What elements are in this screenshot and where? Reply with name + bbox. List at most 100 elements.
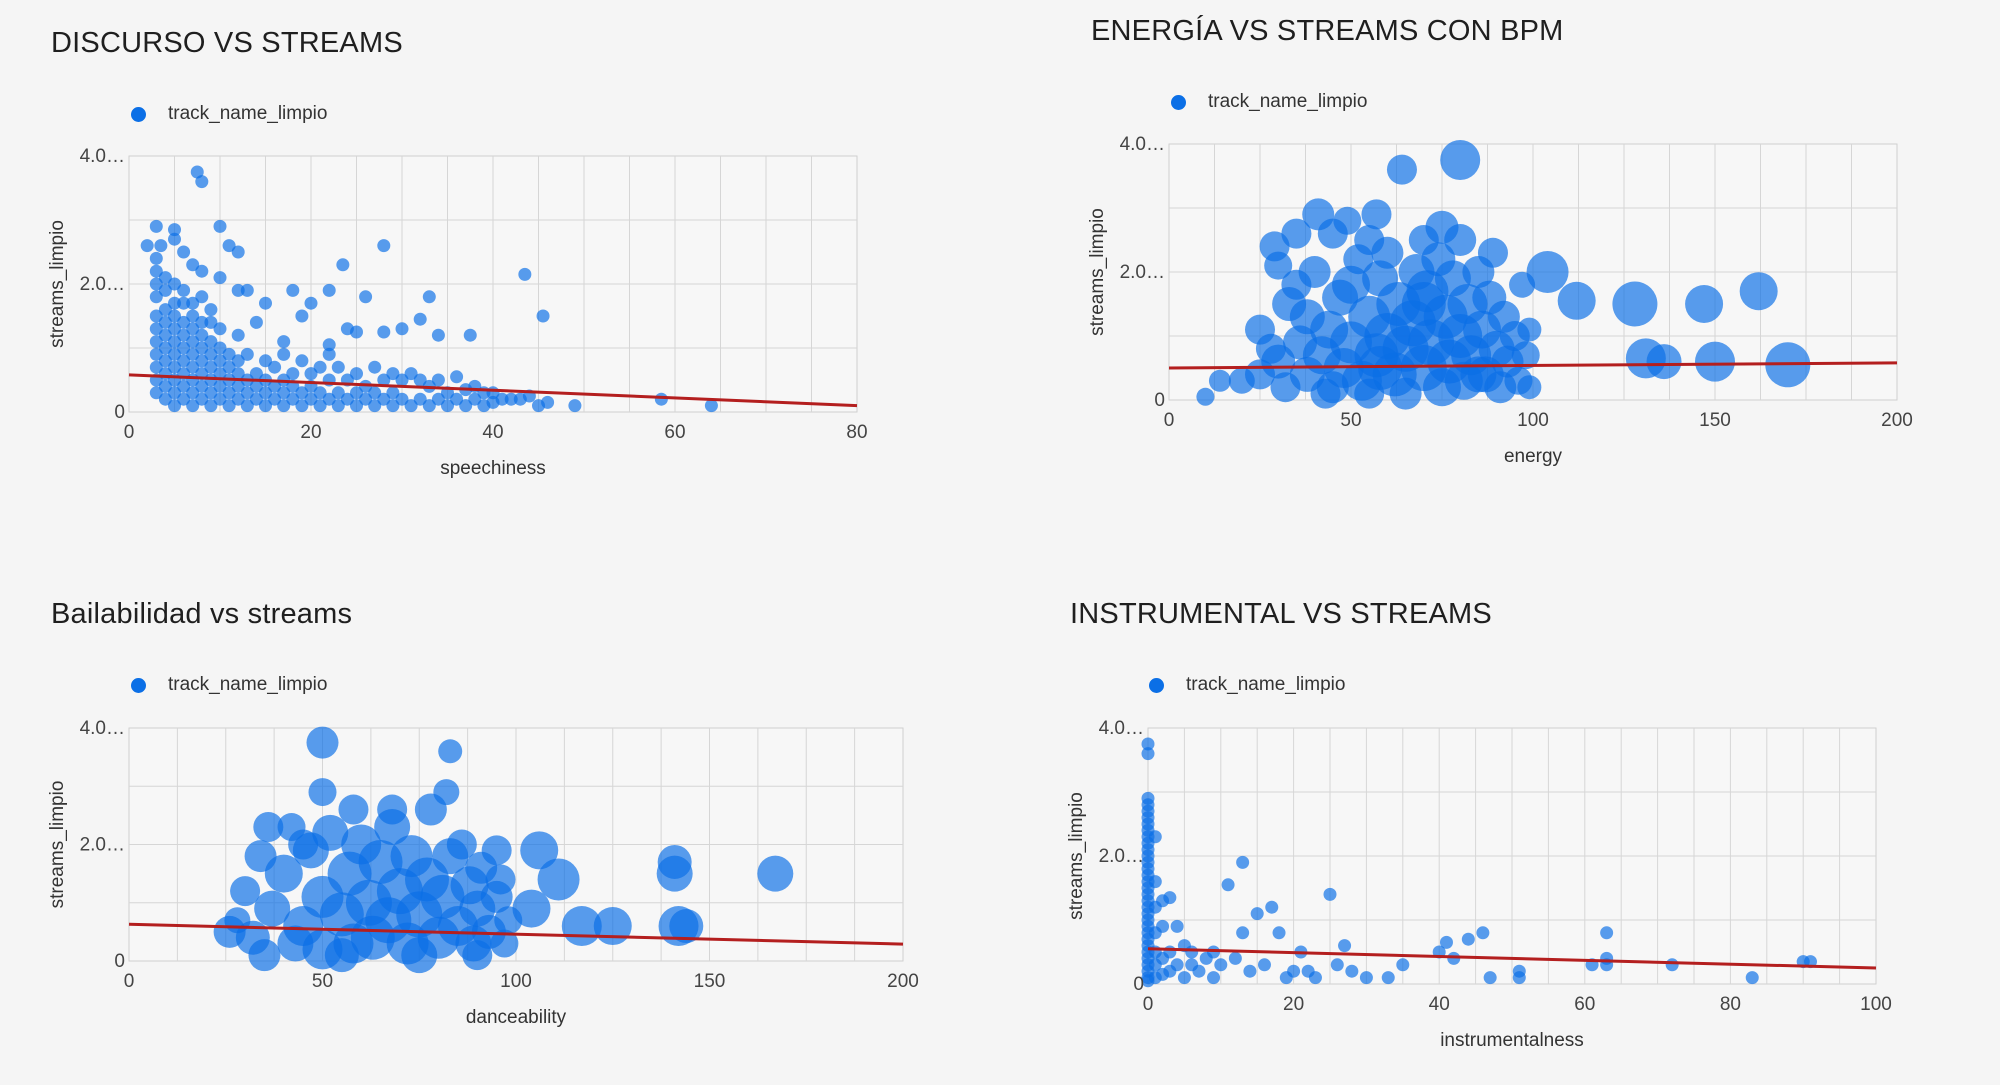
data-point[interactable] [518, 267, 532, 281]
data-point[interactable] [158, 379, 172, 393]
data-point[interactable] [177, 283, 191, 297]
data-point[interactable] [168, 386, 181, 400]
data-point[interactable] [249, 392, 263, 406]
data-point[interactable] [168, 277, 181, 291]
data-point[interactable] [149, 277, 163, 291]
data-point[interactable] [277, 347, 291, 361]
data-point[interactable] [485, 864, 516, 895]
data-point[interactable] [1509, 271, 1536, 298]
data-point[interactable] [1612, 281, 1658, 327]
data-point[interactable] [195, 175, 209, 189]
data-point[interactable] [149, 322, 163, 336]
data-point[interactable] [1483, 971, 1497, 985]
data-point[interactable] [324, 938, 359, 973]
data-point[interactable] [195, 290, 209, 304]
data-point[interactable] [186, 399, 200, 413]
data-point[interactable] [177, 315, 191, 329]
data-point[interactable] [304, 367, 318, 381]
data-point[interactable] [158, 303, 172, 317]
data-point[interactable] [231, 283, 245, 297]
data-point[interactable] [359, 392, 373, 406]
data-point[interactable] [1447, 951, 1461, 965]
data-point[interactable] [158, 328, 172, 342]
data-point[interactable] [1359, 971, 1373, 985]
data-point[interactable] [1345, 964, 1359, 978]
data-point[interactable] [231, 367, 245, 381]
data-point[interactable] [395, 322, 409, 336]
data-point[interactable] [350, 367, 363, 381]
data-point[interactable] [1236, 926, 1250, 940]
data-point[interactable] [295, 309, 309, 323]
data-point[interactable] [140, 239, 154, 253]
data-point[interactable] [431, 392, 445, 406]
data-point[interactable] [1192, 964, 1206, 978]
data-point[interactable] [414, 793, 447, 826]
data-point[interactable] [1185, 945, 1199, 959]
data-point[interactable] [450, 370, 464, 384]
data-point[interactable] [1170, 919, 1184, 933]
data-point[interactable] [195, 379, 209, 393]
data-point[interactable] [248, 939, 281, 972]
data-point[interactable] [377, 239, 391, 253]
data-point[interactable] [186, 309, 200, 323]
data-point[interactable] [259, 386, 272, 400]
data-point[interactable] [340, 392, 354, 406]
data-point[interactable] [231, 379, 245, 393]
data-point[interactable] [149, 360, 163, 374]
data-point[interactable] [158, 354, 172, 368]
data-point[interactable] [1517, 375, 1542, 400]
data-point[interactable] [149, 386, 163, 400]
data-point[interactable] [231, 354, 245, 368]
data-point[interactable] [213, 322, 227, 336]
data-point[interactable] [1214, 958, 1228, 972]
data-point[interactable] [213, 271, 227, 285]
data-point[interactable] [306, 726, 339, 759]
data-point[interactable] [1148, 875, 1162, 889]
legend[interactable]: track_name_limpio [131, 103, 327, 125]
data-point[interactable] [149, 347, 163, 361]
data-point[interactable] [295, 386, 309, 400]
data-point[interactable] [704, 399, 718, 413]
data-point[interactable] [459, 399, 473, 413]
data-point[interactable] [177, 379, 191, 393]
data-point[interactable] [441, 399, 454, 413]
data-point[interactable] [322, 283, 336, 297]
legend[interactable]: track_name_limpio [131, 674, 327, 696]
data-point[interactable] [322, 347, 336, 361]
data-point[interactable] [1317, 218, 1348, 249]
data-point[interactable] [295, 399, 309, 413]
data-point[interactable] [312, 814, 349, 851]
data-point[interactable] [1511, 341, 1540, 370]
data-point[interactable] [149, 264, 163, 278]
data-point[interactable] [1177, 971, 1191, 985]
data-point[interactable] [1257, 958, 1271, 972]
data-point[interactable] [422, 290, 436, 304]
data-point[interactable] [1685, 285, 1724, 323]
legend[interactable]: track_name_limpio [1171, 91, 1367, 113]
scatter-plot-speechiness[interactable]: 0 20 40 60 80 0 2.0… 4.0… speechiness streams_lim… [0, 0, 1000, 540]
data-point[interactable] [1745, 971, 1759, 985]
data-point[interactable] [377, 373, 391, 387]
data-point[interactable] [1512, 971, 1526, 985]
data-point[interactable] [374, 809, 411, 846]
data-point[interactable] [186, 258, 200, 272]
scatter-plot-danceability[interactable]: 0 50 100 150 20002.0…4.0…danceabilitystreams… [0, 0, 1000, 1085]
data-point[interactable] [338, 794, 369, 825]
data-point[interactable] [520, 831, 559, 870]
data-point[interactable] [1259, 231, 1290, 262]
data-point[interactable] [177, 392, 191, 406]
data-point[interactable] [1196, 387, 1215, 406]
data-point[interactable] [313, 386, 327, 400]
data-point[interactable] [462, 940, 493, 971]
data-point[interactable] [249, 315, 263, 329]
data-point[interactable] [536, 309, 550, 323]
data-point[interactable] [204, 335, 218, 349]
data-point[interactable] [177, 354, 191, 368]
data-point[interactable] [249, 379, 263, 393]
data-point[interactable] [231, 392, 245, 406]
data-point[interactable] [259, 296, 272, 310]
data-point[interactable] [1265, 900, 1279, 914]
data-point[interactable] [313, 360, 327, 374]
data-point[interactable] [277, 386, 291, 400]
data-point[interactable] [158, 271, 172, 285]
